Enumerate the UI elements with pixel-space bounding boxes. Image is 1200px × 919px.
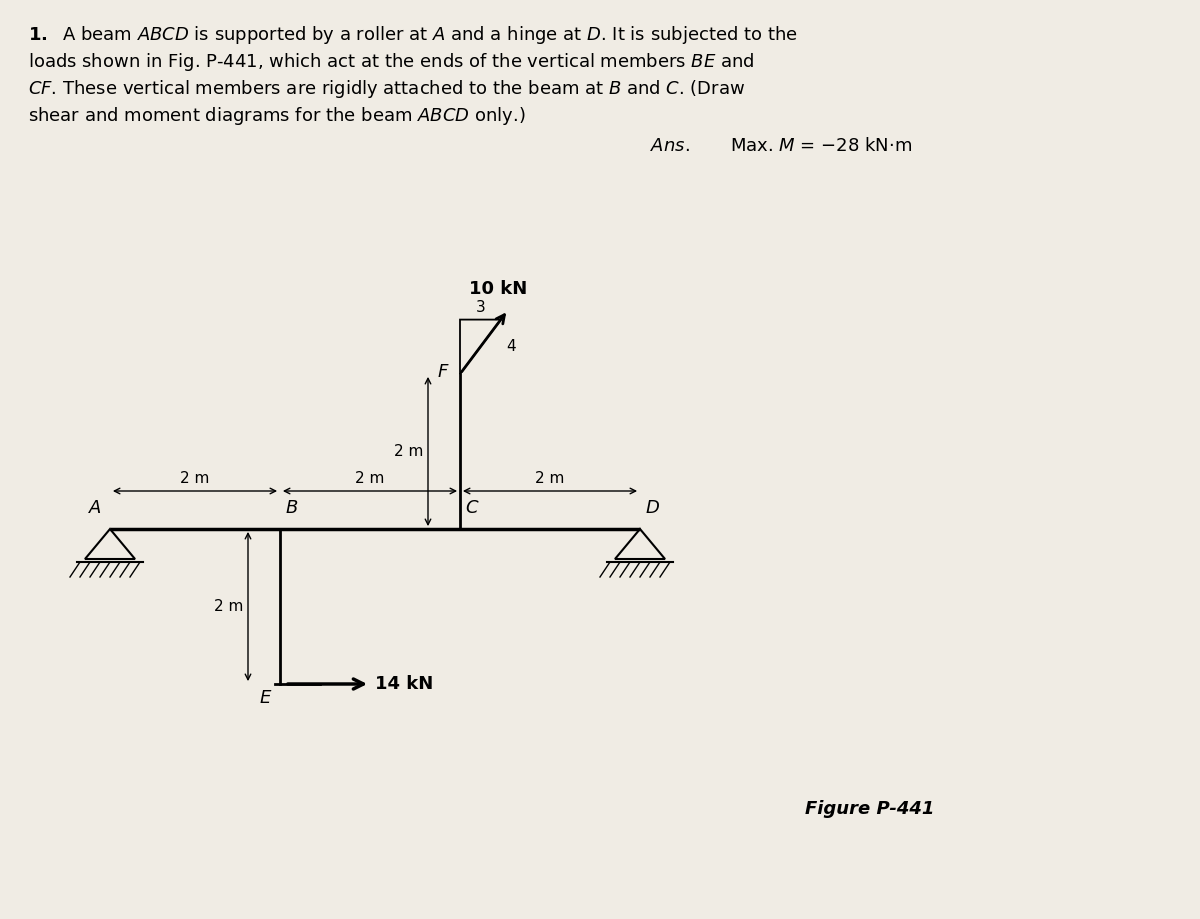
Text: $\mathit{E}$: $\mathit{E}$: [259, 689, 272, 707]
Text: 10 kN: 10 kN: [469, 280, 527, 298]
Text: $\mathit{C}$: $\mathit{C}$: [466, 499, 480, 517]
Text: Max. $M$ = $-$28 kN$\cdot$m: Max. $M$ = $-$28 kN$\cdot$m: [730, 137, 912, 155]
Text: $\mathit{A}$: $\mathit{A}$: [88, 499, 102, 517]
Text: 3: 3: [475, 300, 485, 314]
Text: 2 m: 2 m: [214, 599, 242, 614]
Text: Figure P-441: Figure P-441: [805, 800, 935, 818]
Text: 2 m: 2 m: [355, 471, 385, 486]
Text: 4: 4: [506, 339, 516, 355]
Text: $\mathbf{1.}$  A beam $\mathit{ABCD}$ is supported by a roller at $\mathit{A}$ a: $\mathbf{1.}$ A beam $\mathit{ABCD}$ is …: [28, 24, 798, 46]
Text: loads shown in Fig. P-441, which act at the ends of the vertical members $\mathi: loads shown in Fig. P-441, which act at …: [28, 51, 755, 73]
Text: 2 m: 2 m: [394, 444, 424, 459]
Text: $\mathit{F}$: $\mathit{F}$: [438, 363, 450, 381]
Text: shear and moment diagrams for the beam $\mathit{ABCD}$ only.): shear and moment diagrams for the beam $…: [28, 105, 526, 127]
Text: 2 m: 2 m: [535, 471, 565, 486]
Text: $\mathit{Ans.}$: $\mathit{Ans.}$: [650, 137, 690, 155]
Text: $\mathit{D}$: $\mathit{D}$: [646, 499, 660, 517]
Text: $\mathit{CF}$. These vertical members are rigidly attached to the beam at $\math: $\mathit{CF}$. These vertical members ar…: [28, 78, 745, 100]
Text: 14 kN: 14 kN: [374, 675, 433, 693]
Text: 2 m: 2 m: [180, 471, 210, 486]
Text: $\mathit{B}$: $\mathit{B}$: [286, 499, 299, 517]
